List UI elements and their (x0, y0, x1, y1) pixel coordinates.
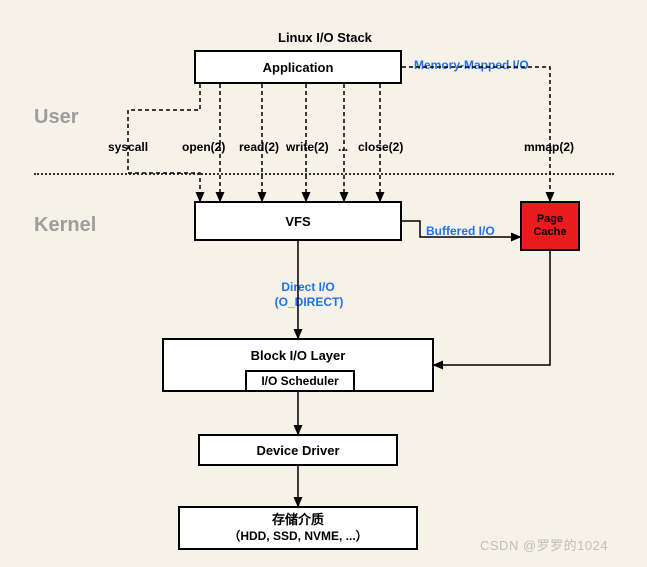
node-io-scheduler: I/O Scheduler (245, 370, 355, 392)
label-buffered-io: Buffered I/O (426, 224, 495, 238)
node-device-driver: Device Driver (198, 434, 398, 466)
label-direct-io-l1: Direct I/O (276, 280, 340, 294)
node-io-scheduler-label: I/O Scheduler (261, 374, 338, 388)
node-vfs-label: VFS (285, 214, 310, 229)
node-page-cache-label: Page Cache (533, 213, 566, 239)
node-application-label: Application (263, 60, 334, 75)
label-memory-mapped-io: Memory-Mapped I/O (414, 58, 529, 72)
node-application: Application (194, 50, 402, 84)
syscall-label-write: write(2) (286, 140, 329, 154)
section-label-kernel: Kernel (34, 214, 96, 237)
node-vfs: VFS (194, 201, 402, 241)
syscall-label-open: open(2) (182, 140, 225, 154)
label-direct-io-l2: (O_DIRECT) (270, 295, 348, 309)
diagram-title: Linux I/O Stack (278, 30, 372, 45)
node-storage: 存储介质 （HDD, SSD, NVME, ...） (178, 506, 418, 550)
syscall-label-read: read(2) (239, 140, 279, 154)
user-kernel-divider (34, 173, 614, 175)
node-storage-label-l1: 存储介质 (272, 512, 324, 529)
node-storage-label-l2: （HDD, SSD, NVME, ...） (228, 529, 367, 545)
node-page-cache: Page Cache (520, 201, 580, 251)
syscall-label-mmap: mmap(2) (524, 140, 574, 154)
watermark: CSDN @罗罗的1024 (480, 535, 608, 554)
node-block-io-label: Block I/O Layer (251, 348, 346, 363)
section-label-user: User (34, 106, 78, 129)
node-device-driver-label: Device Driver (256, 443, 339, 458)
syscall-label-syscall: syscall (108, 140, 148, 154)
syscall-label-close: close(2) (358, 140, 403, 154)
syscall-label-dots: ... (338, 140, 348, 154)
